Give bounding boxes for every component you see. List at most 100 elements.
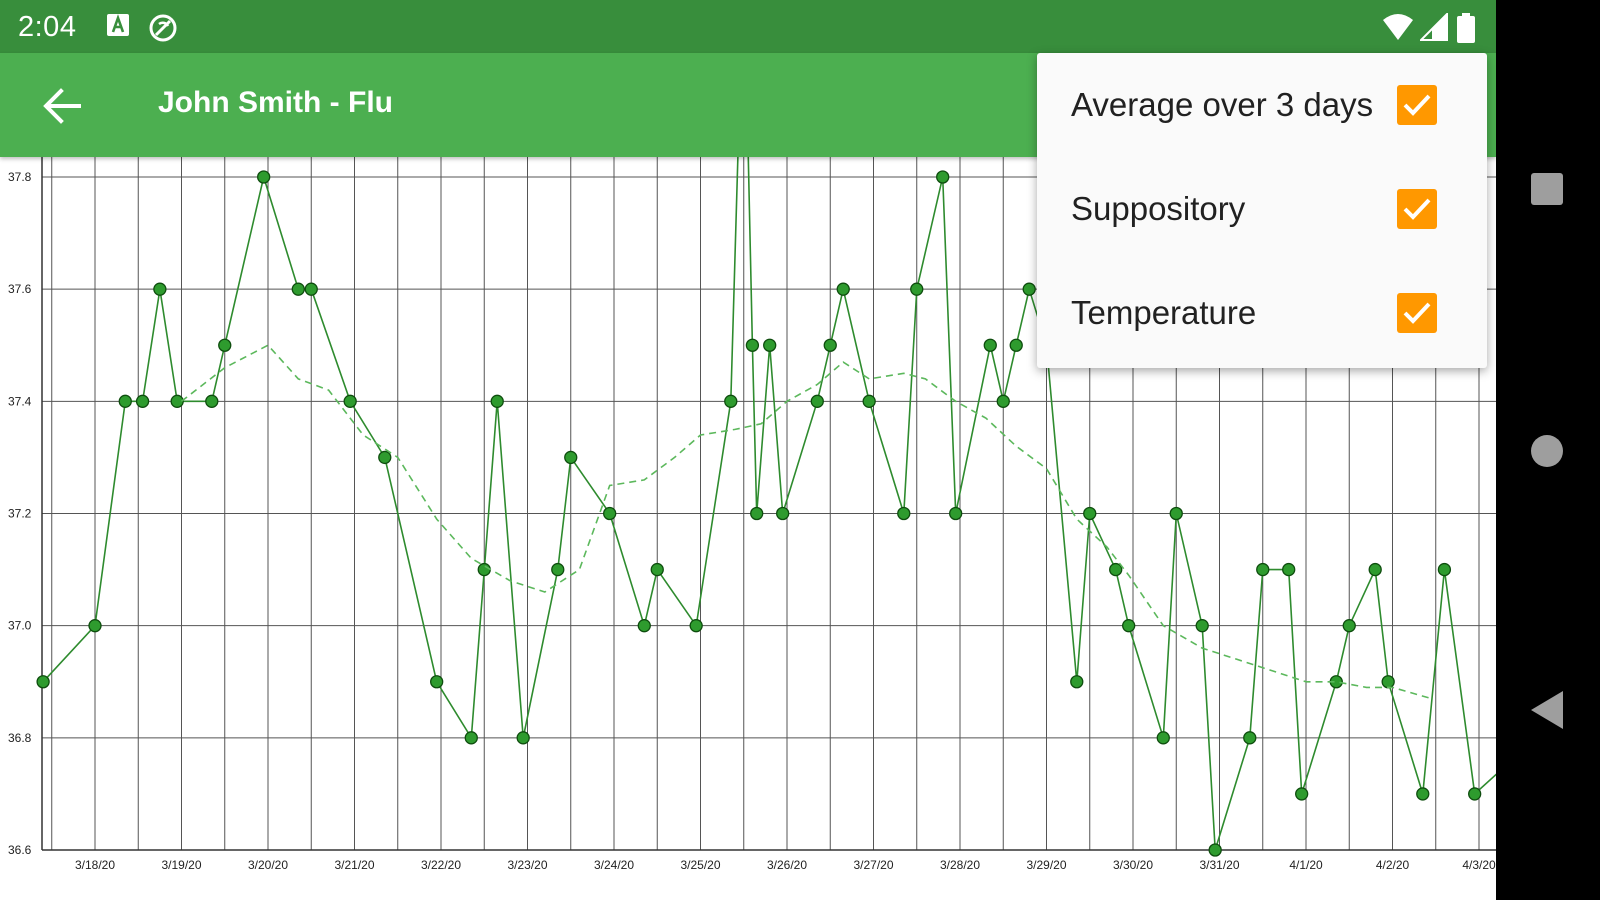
data-point	[1342, 619, 1356, 633]
data-point	[378, 450, 392, 465]
data-point	[291, 282, 305, 296]
temperature-chart: 37.8 37.6 37.4 37.2 37.0 36.8 36.6 3/18/20 3/19…	[8, 157, 1496, 872]
menu-item-temperature[interactable]: Temperature	[1037, 261, 1487, 365]
x-tick-label: 3/22/20	[421, 858, 461, 872]
x-tick-label: 4/2/20	[1376, 858, 1410, 872]
data-point	[170, 394, 184, 408]
navigation-bar	[1496, 0, 1600, 900]
data-point	[1083, 506, 1097, 521]
menu-item-suppository[interactable]: Suppository	[1037, 157, 1487, 261]
menu-item-average[interactable]: Average over 3 days	[1037, 53, 1487, 157]
battery-icon	[1457, 13, 1475, 43]
menu-item-label: Suppository	[1071, 190, 1246, 227]
back-button[interactable]	[26, 79, 96, 133]
y-tick-label: 37.8	[8, 170, 32, 184]
x-tick-label: 3/21/20	[334, 858, 374, 872]
data-point	[1437, 562, 1452, 577]
data-point	[1109, 562, 1123, 577]
data-point	[516, 731, 530, 745]
data-point	[343, 394, 357, 408]
x-tick-label: 3/27/20	[853, 858, 893, 872]
data-point	[689, 619, 703, 633]
y-tick-label: 37.0	[8, 619, 32, 633]
data-point	[897, 506, 911, 521]
data-point	[1122, 619, 1136, 633]
menu-item-label: Temperature	[1071, 294, 1257, 331]
x-tick-label: 3/19/20	[161, 858, 201, 872]
x-tick-label: 3/31/20	[1199, 858, 1239, 872]
data-point	[1208, 843, 1222, 857]
data-point	[88, 619, 102, 633]
y-tick-label: 36.8	[8, 731, 32, 745]
data-point	[1468, 787, 1482, 801]
average-series-line	[181, 344, 1432, 700]
data-point	[205, 394, 219, 408]
data-point	[650, 562, 664, 577]
data-point	[862, 394, 876, 408]
data-point	[724, 394, 738, 408]
data-point	[257, 170, 271, 184]
menu-item-label: Average over 3 days	[1071, 86, 1374, 123]
data-point	[153, 282, 167, 296]
a-notification-icon	[107, 14, 129, 36]
y-tick-label: 37.2	[8, 507, 32, 521]
data-point	[910, 282, 924, 296]
data-point	[1169, 506, 1183, 521]
data-point	[763, 338, 777, 352]
data-point	[750, 506, 764, 521]
data-point	[490, 394, 504, 408]
temperature-checkbox[interactable]	[1397, 293, 1437, 333]
data-point	[135, 394, 150, 408]
x-tick-label: 3/20/20	[248, 858, 288, 872]
x-tick-label: 3/26/20	[767, 858, 807, 872]
arrow-back-icon	[43, 88, 81, 124]
x-tick-label: 4/1/20	[1289, 858, 1323, 872]
data-point	[810, 394, 824, 408]
y-tick-label: 37.6	[8, 282, 32, 296]
status-time: 2:04	[18, 11, 77, 43]
chart-grid	[41, 157, 1496, 851]
sync-off-icon	[149, 14, 177, 42]
y-tick-label: 37.4	[8, 394, 32, 408]
data-point	[983, 338, 997, 352]
data-point	[776, 506, 790, 521]
check-icon	[1403, 94, 1431, 116]
data-point	[1195, 619, 1209, 633]
page-title: John Smith - Flu	[158, 86, 393, 119]
data-point	[1416, 787, 1430, 801]
average-checkbox[interactable]	[1397, 85, 1437, 125]
x-tick-label: 3/30/20	[1113, 858, 1153, 872]
cell-signal-icon	[1420, 13, 1448, 41]
data-point	[218, 338, 232, 352]
data-point	[1156, 731, 1170, 745]
data-point	[637, 619, 651, 633]
data-point	[551, 562, 565, 577]
check-icon	[1403, 198, 1431, 220]
nav-back-button[interactable]	[1530, 690, 1564, 730]
x-tick-label: 3/28/20	[940, 858, 980, 872]
check-icon	[1403, 302, 1431, 324]
y-axis: 37.8 37.6 37.4 37.2 37.0 36.8 36.6	[8, 170, 32, 857]
data-point	[36, 675, 50, 689]
x-tick-label: 3/29/20	[1026, 858, 1066, 872]
data-point	[1381, 675, 1395, 689]
data-point	[1243, 731, 1257, 745]
data-point	[745, 338, 760, 352]
x-tick-label: 3/18/20	[75, 858, 115, 872]
app-screen: 2:04 John Smith - Flu	[0, 0, 1496, 900]
data-point	[823, 338, 837, 352]
suppository-checkbox[interactable]	[1397, 189, 1437, 229]
recents-button[interactable]	[1530, 172, 1564, 206]
data-point	[1070, 675, 1084, 689]
x-tick-label: 3/24/20	[594, 858, 634, 872]
data-point	[1295, 787, 1309, 801]
chart-series	[36, 157, 1496, 857]
home-button[interactable]	[1530, 434, 1564, 468]
status-bar: 2:04	[0, 0, 1496, 53]
data-point	[564, 450, 578, 465]
data-point	[430, 675, 444, 689]
data-point	[836, 282, 850, 296]
x-tick-label: 3/25/20	[680, 858, 720, 872]
y-tick-label: 36.6	[8, 843, 32, 857]
data-point	[996, 394, 1010, 408]
